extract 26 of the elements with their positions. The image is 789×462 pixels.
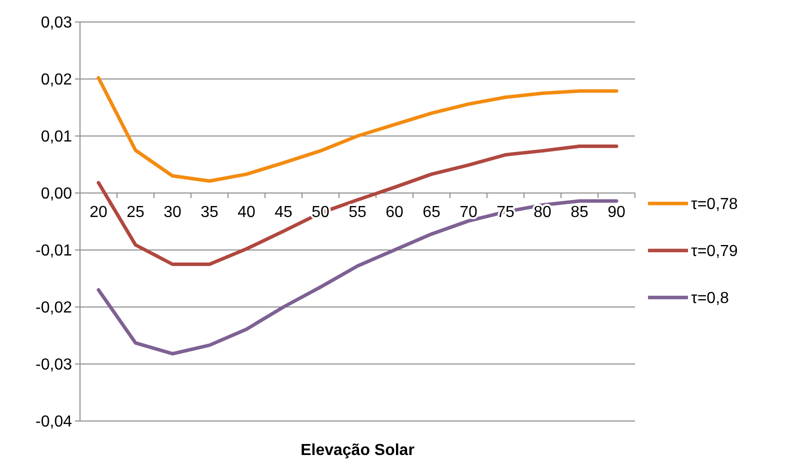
y-tick-label: 0,00: [40, 186, 72, 203]
legend-label: τ=0,8: [691, 290, 730, 308]
line-series: [96, 76, 618, 183]
x-tick-label: 65: [422, 204, 440, 221]
y-tick-label: 0,03: [40, 14, 72, 32]
y-tick-label: -0,02: [36, 300, 72, 317]
x-tick-label: 30: [164, 204, 182, 221]
x-tick-label: 25: [126, 204, 144, 221]
y-tick-label: 0,02: [40, 72, 72, 89]
x-tick-label: 70: [460, 204, 478, 221]
x-tick-label: 35: [200, 204, 218, 221]
legend-label: τ=0,79: [691, 243, 738, 260]
x-tick-label: 45: [274, 204, 292, 221]
x-tick-label: 40: [238, 204, 256, 221]
x-axis-title: Elevação Solar: [300, 442, 414, 459]
y-tick-label: 0,01: [40, 128, 72, 146]
y-tick-label: -0,01: [36, 242, 72, 260]
y-tick-label: -0,03: [36, 356, 72, 374]
x-tick-label: 20: [90, 204, 108, 221]
x-tick-label: 80: [534, 204, 552, 221]
x-tick-label: 85: [570, 204, 588, 221]
legend-label: τ=0,78: [691, 196, 738, 214]
x-tick-label: 90: [608, 204, 626, 221]
x-tick-label: 55: [348, 204, 366, 221]
y-tick-label: -0,04: [36, 414, 72, 431]
x-tick-label: 60: [386, 204, 404, 221]
